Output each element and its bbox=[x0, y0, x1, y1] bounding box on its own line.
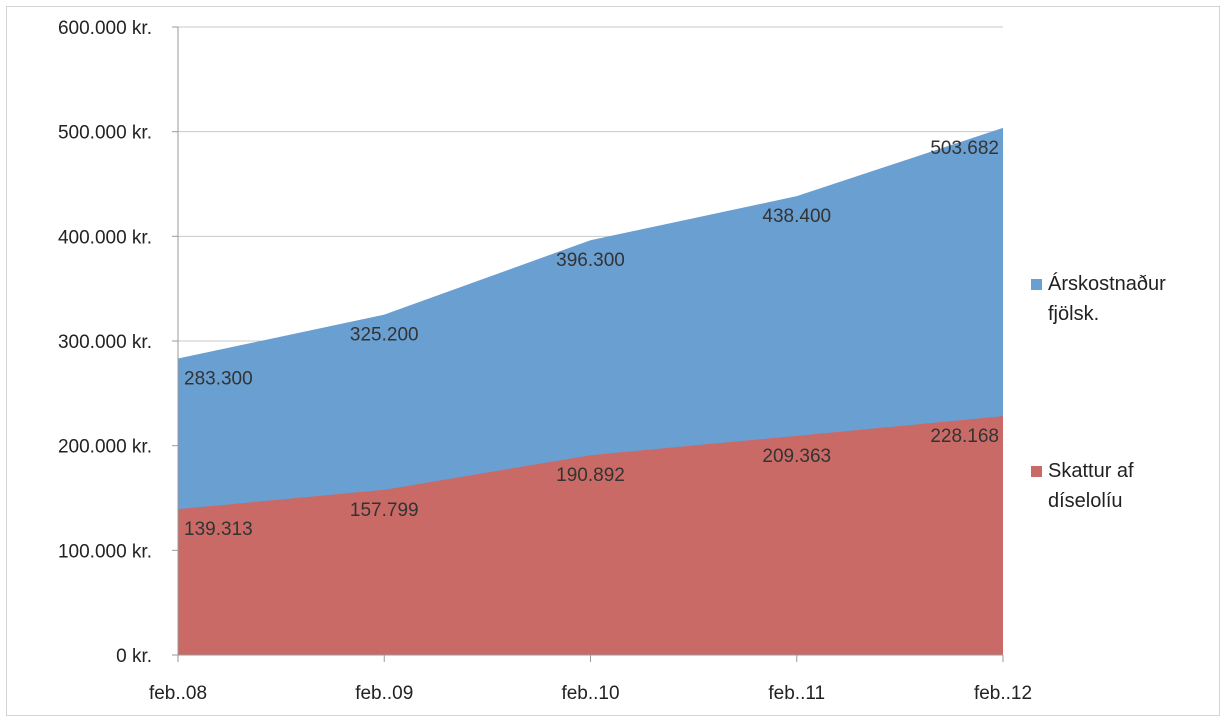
data-label: 503.682 bbox=[930, 138, 999, 159]
data-label: 209.363 bbox=[762, 446, 831, 467]
data-labels: 283.300 325.200 396.300 438.400 503.682 139.3… bbox=[184, 138, 999, 540]
y-tick-label: 100.000 kr. bbox=[58, 541, 152, 562]
y-tick-label: 600.000 kr. bbox=[58, 18, 152, 39]
y-tick-label: 200.000 kr. bbox=[58, 437, 152, 458]
data-label: 438.400 bbox=[762, 206, 831, 227]
data-label: 283.300 bbox=[184, 368, 253, 389]
data-label: 190.892 bbox=[556, 465, 625, 486]
data-label: 228.168 bbox=[930, 426, 999, 447]
x-tick-label: feb..12 bbox=[974, 683, 1032, 704]
y-tick-label: 400.000 kr. bbox=[58, 227, 152, 248]
x-tick-label: feb..10 bbox=[561, 683, 619, 704]
area-series-group bbox=[178, 127, 1003, 655]
legend-swatch bbox=[1031, 466, 1042, 477]
data-label: 139.313 bbox=[184, 519, 253, 540]
legend-entry-text: fjölsk. bbox=[1048, 303, 1099, 325]
y-tick-label: 500.000 kr. bbox=[58, 123, 152, 144]
axes: 0 kr. 100.000 kr. 200.000 kr. 300.000 kr. 40… bbox=[58, 18, 1032, 704]
x-tick-label: feb..11 bbox=[768, 683, 825, 704]
y-tick-label: 300.000 kr. bbox=[58, 332, 152, 353]
x-tick-label: feb..08 bbox=[149, 683, 207, 704]
x-tick-label: feb..09 bbox=[355, 683, 413, 704]
legend-entry-text: Árskostnaður bbox=[1048, 272, 1166, 295]
data-label: 157.799 bbox=[350, 500, 419, 521]
legend: Árskostnaður fjölsk. Skattur af díselolíu bbox=[1031, 272, 1166, 512]
data-label: 325.200 bbox=[350, 325, 419, 346]
y-tick-label: 0 kr. bbox=[116, 646, 152, 667]
legend-entry-text: Skattur af bbox=[1048, 460, 1134, 482]
data-label: 396.300 bbox=[556, 250, 625, 271]
area-series-1 bbox=[178, 416, 1003, 655]
legend-entry-text: díselolíu bbox=[1048, 490, 1123, 512]
legend-swatch bbox=[1031, 279, 1042, 290]
